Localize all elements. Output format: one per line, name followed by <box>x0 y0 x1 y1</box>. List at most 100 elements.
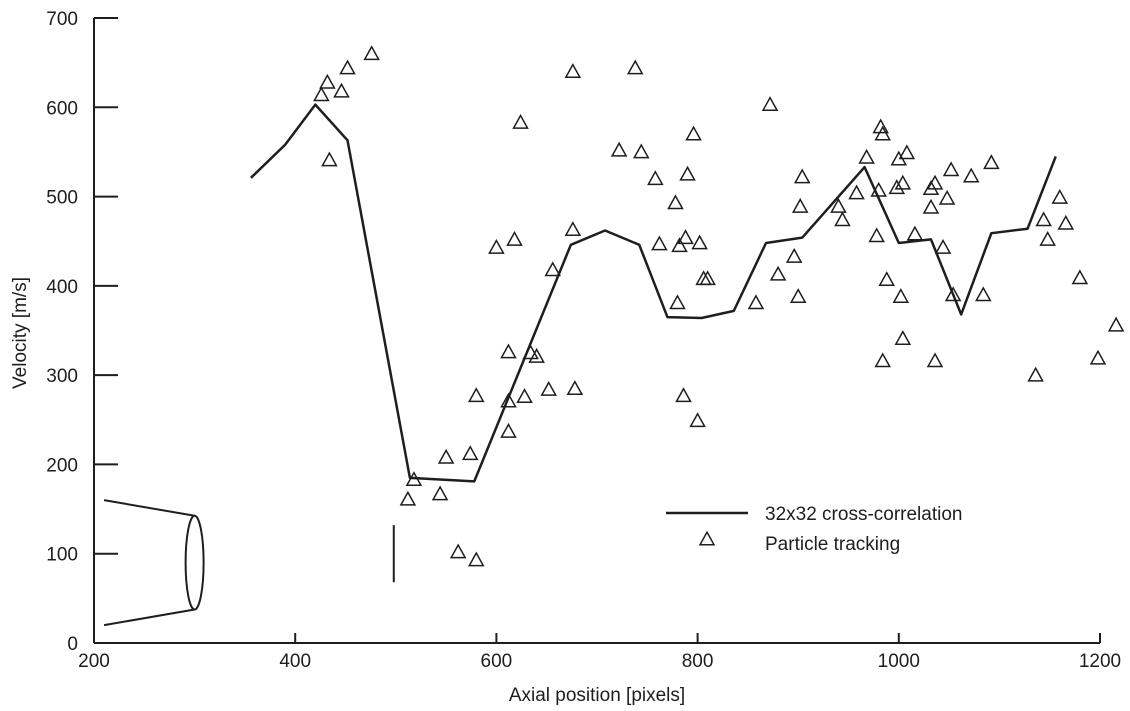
particle-point <box>632 143 650 159</box>
particle-point <box>339 59 356 75</box>
series-layer <box>250 45 1125 567</box>
axes: 200 400 600 800 1000 1200 0 100 200 300 400 500 600 7… <box>46 9 1121 672</box>
particle-point <box>677 229 694 245</box>
particle-point <box>938 189 956 205</box>
particle-point <box>858 148 875 164</box>
particle-point <box>922 198 940 214</box>
particle-point <box>1071 269 1089 285</box>
particle-point <box>461 445 479 461</box>
particle-point <box>894 330 912 345</box>
particle-point <box>888 179 906 195</box>
particle-point <box>769 265 787 281</box>
particle-point <box>399 490 417 506</box>
particle-point <box>870 181 887 197</box>
particle-point <box>667 194 684 210</box>
particle-point <box>906 225 924 241</box>
particle-point <box>363 45 380 61</box>
particle-point <box>675 387 692 403</box>
particle-point <box>651 235 668 251</box>
particle-point <box>944 286 962 302</box>
particle-point <box>566 380 584 395</box>
particle-point <box>1027 366 1044 382</box>
x-axis-label: Axial position [pixels] <box>509 685 685 706</box>
legend: 32x32 cross-correlation Particle tracking <box>666 504 962 555</box>
particle-point <box>671 237 688 253</box>
x-tick-label: 400 <box>279 651 311 672</box>
nozzle-top-edge <box>103 499 195 517</box>
y-tick-label: 300 <box>46 366 78 387</box>
particle-point <box>1107 316 1125 332</box>
particle-point <box>564 221 582 237</box>
particle-point <box>1035 211 1052 227</box>
x-tick-label: 1000 <box>878 651 920 672</box>
y-tick-label: 100 <box>46 545 78 566</box>
particle-point <box>528 347 545 363</box>
particle-point <box>834 211 851 227</box>
series-2 <box>313 45 1125 567</box>
nozzle-exit-ellipse <box>184 514 205 611</box>
particle-point <box>699 270 716 286</box>
particle-point <box>785 247 803 263</box>
particle-point <box>313 86 330 102</box>
particle-point <box>830 197 847 213</box>
x-tick-label: 800 <box>682 651 714 672</box>
particle-point <box>926 174 944 190</box>
series-line-cross-correlation <box>250 103 1057 483</box>
particle-point <box>647 170 664 186</box>
particle-point <box>926 352 944 368</box>
particle-point <box>610 141 628 157</box>
particle-point <box>500 343 517 359</box>
particle-point <box>333 82 350 98</box>
annotations <box>103 499 395 627</box>
particle-point <box>500 392 517 408</box>
particle-point <box>669 294 686 310</box>
y-tick-label: 500 <box>46 188 78 209</box>
particle-point <box>892 288 910 304</box>
particle-point <box>791 197 809 213</box>
particle-point <box>868 227 885 243</box>
particle-point <box>789 288 807 304</box>
y-tick-label: 600 <box>46 98 78 119</box>
particle-point <box>874 352 891 368</box>
x-tick-label: 1200 <box>1079 651 1121 672</box>
particle-point <box>975 286 992 302</box>
particle-point <box>544 261 562 277</box>
particle-point <box>522 344 539 360</box>
legend-triangle-swatch <box>698 530 716 546</box>
y-tick-label: 400 <box>46 277 78 298</box>
particle-point <box>506 230 523 246</box>
particle-point <box>468 551 485 567</box>
legend-label: Particle tracking <box>765 534 900 555</box>
particle-point <box>872 118 889 134</box>
particle-point <box>516 388 533 404</box>
particle-point <box>679 165 696 181</box>
y-tick-label: 200 <box>46 455 78 476</box>
particle-point <box>934 239 952 254</box>
particle-point <box>488 239 505 254</box>
y-tick-label: 700 <box>46 9 78 30</box>
particle-point <box>894 174 912 190</box>
particle-point <box>848 184 865 200</box>
particle-point <box>564 63 582 79</box>
particle-point <box>1051 189 1069 204</box>
particle-point <box>1039 230 1056 246</box>
series-1 <box>250 103 1057 483</box>
x-tick-label: 200 <box>78 651 110 672</box>
y-axis-label: Velocity [m/s] <box>10 277 31 389</box>
particle-point <box>405 471 423 487</box>
particle-point <box>449 543 467 559</box>
particle-point <box>793 168 811 184</box>
particle-point <box>685 125 702 141</box>
particle-point <box>747 294 765 310</box>
particle-point <box>878 271 896 287</box>
particle-point <box>942 161 960 177</box>
particle-point <box>691 234 708 250</box>
particle-point <box>540 380 557 396</box>
particle-point <box>898 144 916 160</box>
particle-point <box>761 96 779 112</box>
particle-point <box>626 59 644 75</box>
particle-point <box>1057 214 1075 230</box>
particle-point <box>500 422 517 438</box>
